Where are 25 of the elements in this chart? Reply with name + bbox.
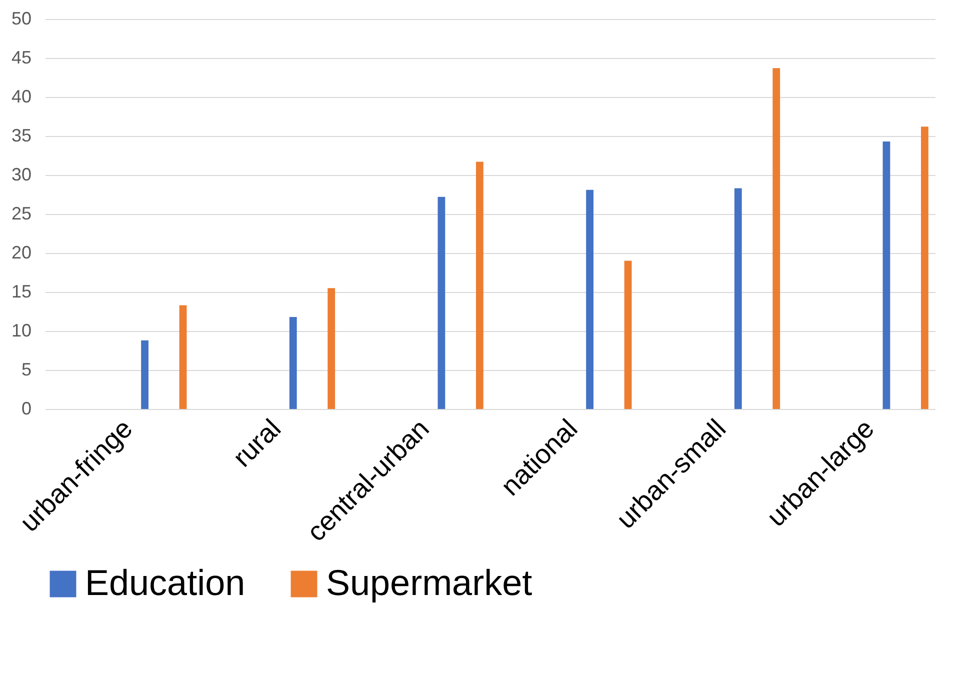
legend-label: Education bbox=[85, 562, 246, 603]
bar bbox=[882, 141, 890, 409]
bar bbox=[179, 305, 187, 409]
bar bbox=[438, 196, 446, 409]
y-tick-label: 30 bbox=[11, 164, 32, 184]
legend-label: Supermarket bbox=[326, 562, 532, 603]
y-tick-label: 0 bbox=[21, 398, 32, 418]
y-tick-label: 5 bbox=[21, 360, 32, 380]
bar bbox=[289, 316, 297, 409]
bar bbox=[734, 188, 742, 409]
y-tick-label: 50 bbox=[11, 8, 32, 28]
bar bbox=[328, 288, 336, 409]
bar bbox=[586, 190, 594, 409]
y-tick-label: 45 bbox=[11, 48, 32, 68]
y-tick-label: 25 bbox=[11, 204, 32, 224]
y-tick-label: 20 bbox=[11, 242, 32, 262]
y-tick-label: 15 bbox=[11, 282, 32, 302]
y-tick-label: 35 bbox=[11, 126, 32, 146]
y-tick-label: 40 bbox=[11, 86, 32, 106]
bar bbox=[141, 340, 148, 409]
bar bbox=[772, 68, 780, 409]
bar bbox=[920, 126, 928, 409]
y-tick-label: 10 bbox=[11, 320, 32, 340]
bar bbox=[624, 260, 632, 409]
bar bbox=[476, 162, 484, 409]
